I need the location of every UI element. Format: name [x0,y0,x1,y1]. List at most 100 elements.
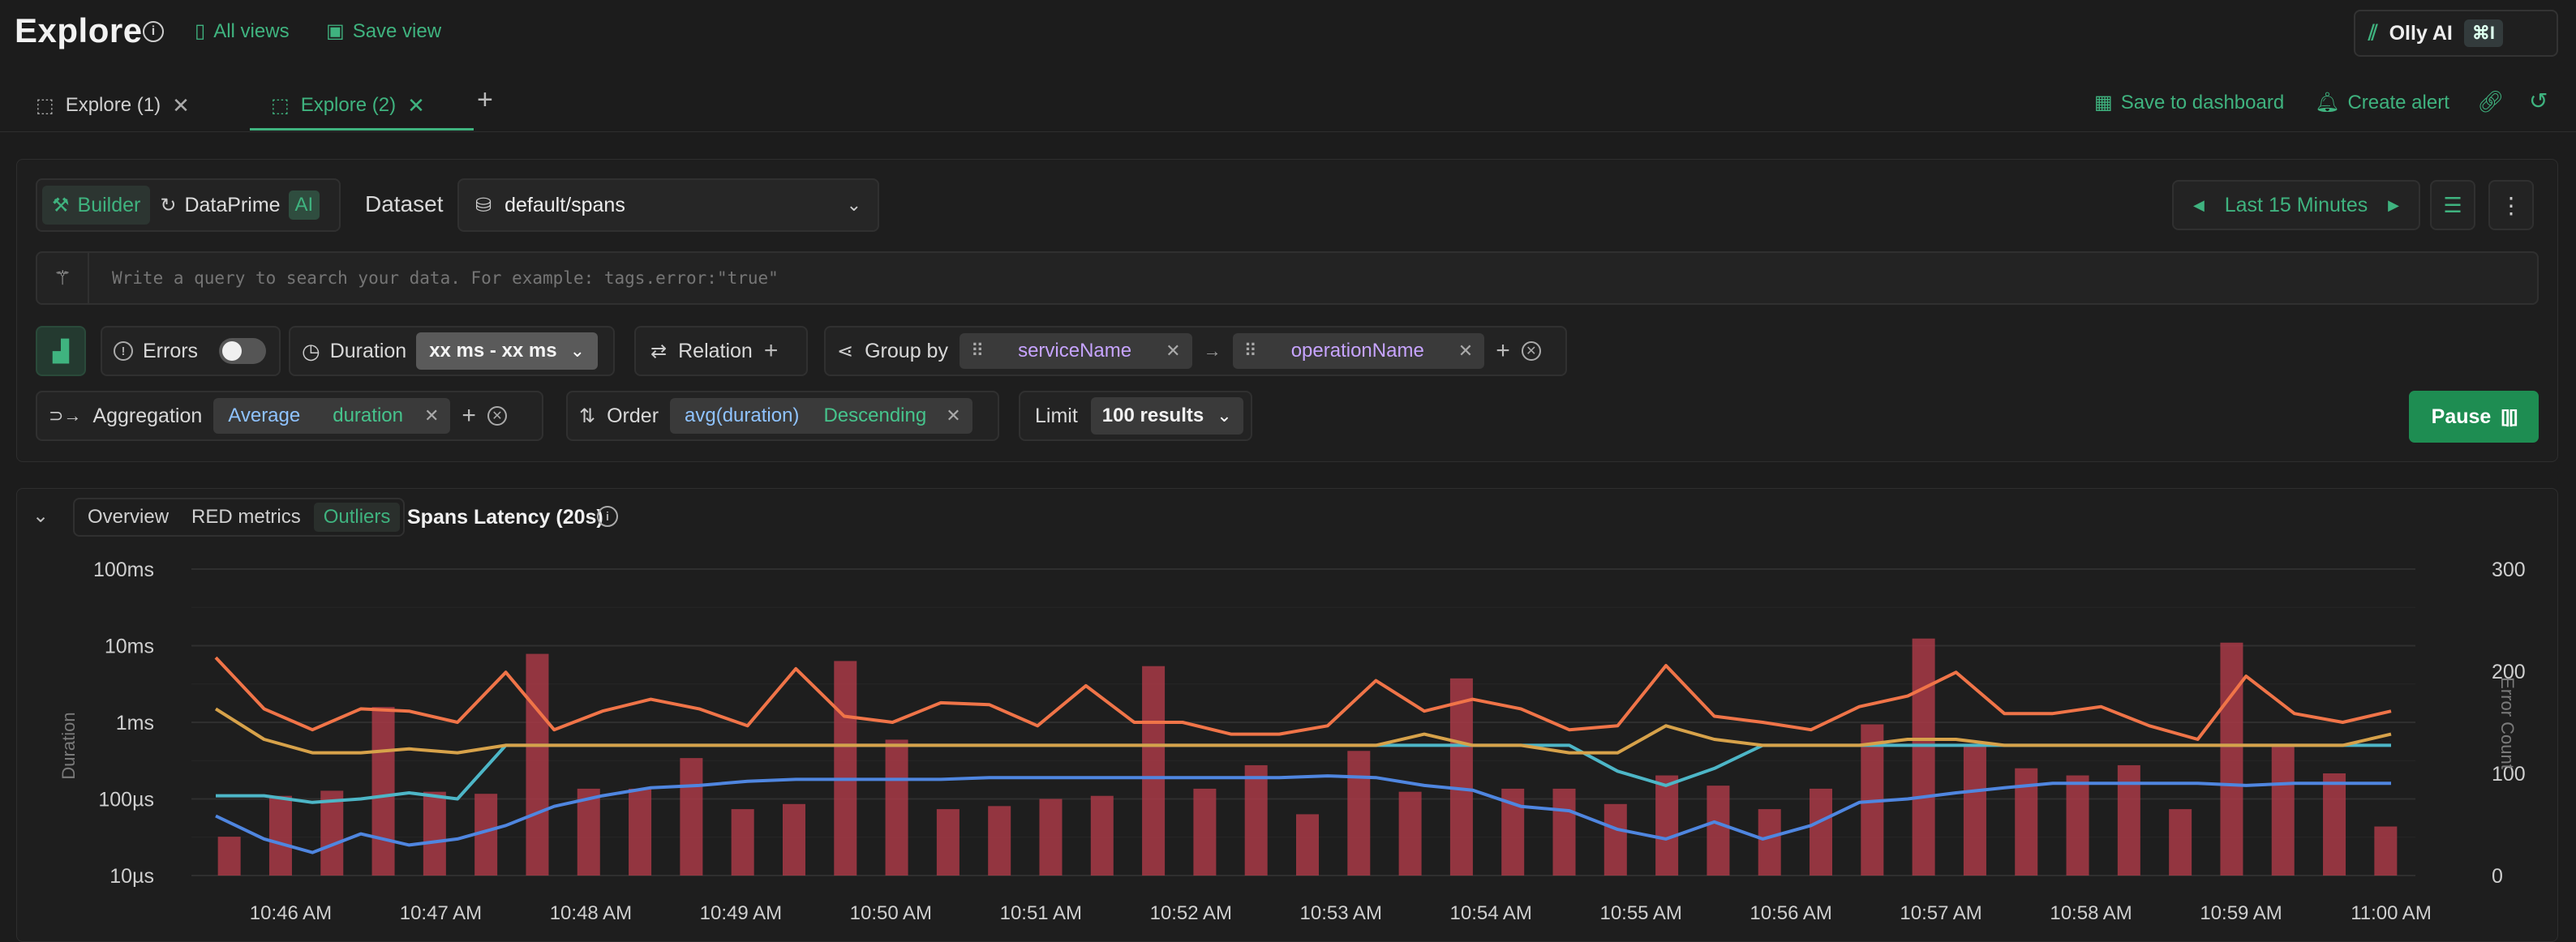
error-bar [1963,744,1986,876]
error-bar [1347,751,1371,876]
y2-tick-label: 300 [2492,559,2526,581]
error-bar [936,809,960,876]
add-aggregation-icon[interactable]: + [462,402,476,429]
duration-range-select[interactable]: xx ms - xx ms ⌄ [416,332,599,370]
group-by-filter: ⋖ Group by ⠿ serviceName ✕ → ⠿ operation… [824,326,1567,376]
error-bar [2374,826,2398,876]
shortcut-badge: ⌘I [2463,19,2503,47]
error-bar [782,803,805,876]
error-bar [423,791,446,876]
pause-icon: [||] [2501,406,2518,426]
collapse-chevron-icon[interactable]: ⌄ [32,505,49,527]
x-tick-label: 10:46 AM [250,902,332,924]
chart-visualization-button[interactable]: ▟ [36,326,86,376]
dataprime-mode-button[interactable]: ↻ DataPrime AI [155,186,324,225]
error-bar [1707,786,1730,876]
link-icon[interactable]: 🔗︎ [2477,89,2505,113]
x-tick-label: 10:53 AM [1300,902,1382,924]
limit-select[interactable]: 100 results ⌄ [1090,397,1243,435]
search-input[interactable] [89,253,2537,303]
chevron-down-icon: ⌄ [569,340,586,361]
builder-mode-button[interactable]: ⚒ Builder [42,186,151,225]
bar-chart-icon: ▟ [53,338,69,363]
drag-handle-icon[interactable]: ⠿ [970,340,985,361]
error-bar [526,653,549,876]
save-icon: ▣ [326,20,345,42]
tab-overview[interactable]: Overview [88,506,170,528]
dataset-select[interactable]: ⛁ default/spans ⌄ [457,178,879,232]
reset-icon[interactable]: ↺ [2529,88,2548,113]
sort-icon: ⇅ [579,405,596,427]
tab-page-icon: ⬚ [36,94,54,117]
tab-close-icon[interactable]: ✕ [407,92,425,118]
errors-toggle[interactable] [219,338,267,364]
alert-circle-icon: ! [114,341,133,361]
query-assist-button[interactable]: ⚚ [37,253,89,303]
bell-icon: 🔔︎ [2315,92,2340,113]
error-bar [1758,809,1781,876]
save-view-link[interactable]: ▣ Save view [326,19,442,43]
info-icon[interactable]: i [597,506,618,527]
more-menu-button[interactable]: ⋮ [2488,180,2534,230]
error-bar [731,809,754,876]
add-group-icon[interactable]: + [1496,337,1510,364]
relation-filter[interactable]: ⇄ Relation + [634,326,808,376]
error-bar [1398,791,1422,876]
y2-axis-title: Error Count [2497,677,2518,769]
error-bar [680,758,703,876]
limit-filter: Limit 100 results ⌄ [1019,391,1252,441]
add-relation-icon[interactable]: + [763,337,779,364]
remove-chip-icon[interactable]: ✕ [1458,340,1474,361]
remove-chip-icon[interactable]: ✕ [423,405,440,426]
prev-range-icon[interactable]: ◀ [2193,196,2205,213]
error-bar [268,795,292,876]
aggregation-icon: ⊃→ [49,405,82,426]
group-by-chip[interactable]: ⠿ serviceName ✕ [959,333,1192,369]
y-axis-title: Duration [58,712,79,779]
error-bar [1090,795,1114,876]
pause-button[interactable]: Pause [||] [2409,391,2539,443]
error-bar [1296,814,1319,876]
next-range-icon[interactable]: ▶ [2388,196,2399,213]
drag-handle-icon[interactable]: ⠿ [1243,340,1257,361]
all-views-link[interactable]: ▯ All views [195,19,290,43]
order-chip[interactable]: avg(duration) Descending ✕ [670,398,972,434]
series-line [214,656,2392,741]
error-bar [1449,678,1473,876]
tab-outliers[interactable]: Outliers [313,503,401,532]
time-range-picker[interactable]: ◀ Last 15 Minutes ▶ [2172,180,2420,230]
wand-icon: ⚒ [52,194,70,216]
error-bar [371,707,395,876]
clear-aggregation-icon[interactable]: ✕ [487,406,507,426]
tab-page-icon: ⬚ [271,94,290,117]
dataprime-icon: ↻ [160,194,177,216]
page-title: Explore [15,11,143,49]
saved-queries-button[interactable]: ☰ [2430,180,2475,230]
add-tab-icon[interactable]: + [477,84,493,115]
error-bar [2271,744,2295,876]
save-to-dashboard-link[interactable]: ▦ Save to dashboard [2094,91,2285,114]
error-bar [885,739,908,876]
aggregation-chip[interactable]: Average duration ✕ [213,398,451,434]
olly-ai-button[interactable]: ⫽ Olly AI ⌘I [2354,10,2558,57]
group-by-chip[interactable]: ⠿ operationName ✕ [1232,333,1485,369]
chart-title: Spans Latency (20s) [407,506,603,529]
clear-group-icon[interactable]: ✕ [1521,341,1541,361]
y-tick-label: 10ms [105,636,154,658]
remove-chip-icon[interactable]: ✕ [1166,340,1181,361]
tab-explore-2[interactable]: ⬚ Explore (2) ✕ [271,92,425,118]
error-bar [1552,788,1576,876]
database-icon: ⛁ [475,194,492,216]
dashboard-icon: ▦ [2094,92,2113,113]
tab-close-icon[interactable]: ✕ [172,92,190,118]
remove-chip-icon[interactable]: ✕ [946,405,961,426]
error-bar [1039,799,1063,876]
query-search-box: ⚚ [36,251,2539,305]
tab-red-metrics[interactable]: RED metrics [191,506,301,528]
query-mode-toggle: ⚒ Builder ↻ DataPrime AI [36,178,341,232]
create-alert-link[interactable]: 🔔︎ Create alert [2315,91,2449,114]
tab-explore-1[interactable]: ⬚ Explore (1) ✕ [36,92,190,118]
x-tick-label: 10:49 AM [700,902,782,924]
info-icon[interactable]: i [143,21,164,42]
series-line [215,774,2391,854]
